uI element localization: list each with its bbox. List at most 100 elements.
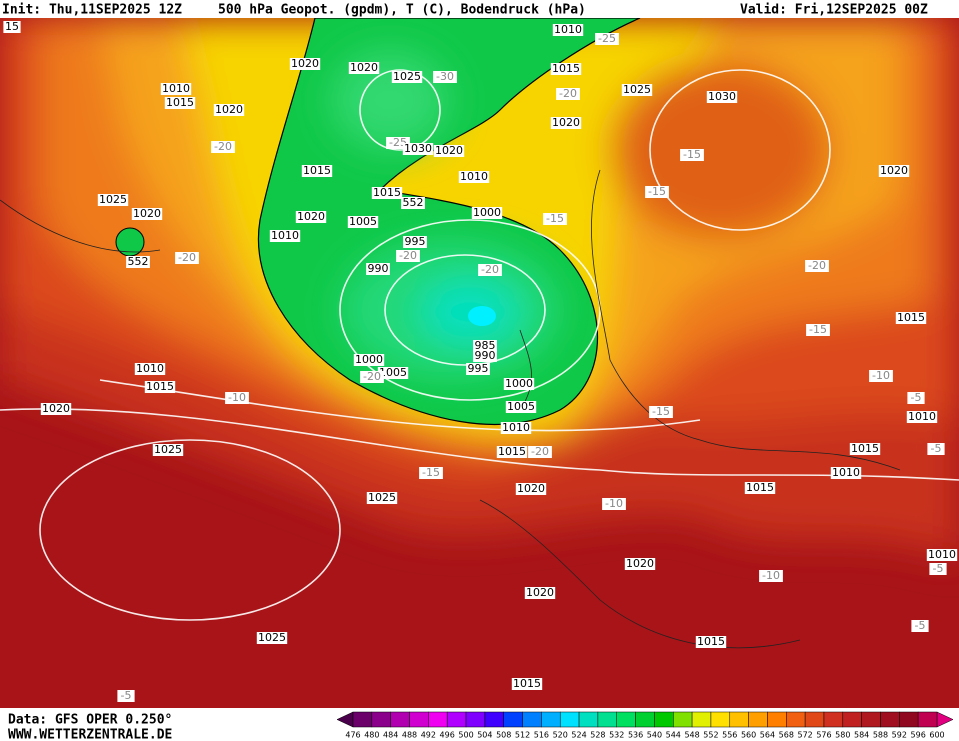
temperature-label: -5 (915, 619, 926, 632)
label-box (511, 678, 543, 690)
label-box (907, 392, 925, 404)
label-box (645, 186, 669, 198)
init-time: Init: Thu,11SEP2025 12Z (2, 3, 182, 18)
label-box (759, 570, 783, 582)
label-box (621, 84, 653, 96)
colorbar-label: 520 (553, 731, 568, 740)
temperature-label: -20 (363, 370, 381, 383)
colorbar-box (428, 711, 448, 728)
temperature-label: -15 (683, 148, 701, 161)
colorbar-label: 516 (534, 731, 549, 740)
isobar-label: 1010 (502, 421, 530, 434)
isobar-label: 1025 (258, 631, 286, 644)
temperature-label: -20 (399, 249, 417, 262)
isobar-label: 1015 (498, 445, 526, 458)
colorbar-label: 540 (647, 731, 662, 740)
isobar-label: 1010 (928, 548, 956, 561)
isobar-label: 1015 (166, 96, 194, 109)
temperature-label: -20 (178, 251, 196, 264)
temperature-label: -25 (598, 32, 616, 45)
isobar-label: 1020 (517, 482, 545, 495)
label-box (152, 444, 184, 456)
isobar-label: 1005 (507, 400, 535, 413)
temperature-label: -5 (121, 689, 132, 702)
label-box (466, 363, 490, 375)
isobar-label: 15 (5, 20, 19, 33)
isobar-label: 1020 (526, 586, 554, 599)
colorbar-box (390, 711, 410, 728)
label-box (849, 443, 881, 455)
label-box (289, 58, 321, 70)
map-title: 500 hPa Geopot. (gpdm), T (C), Bodendruc… (218, 3, 586, 18)
label-box (556, 88, 580, 100)
isobar-label: 1020 (552, 116, 580, 129)
colorbar-box (409, 711, 429, 728)
temperature-label: -30 (436, 70, 454, 83)
label-box (830, 467, 862, 479)
colorbar-box (465, 711, 486, 728)
colorbar-label: 560 (741, 731, 756, 740)
isobar-label: 1010 (832, 466, 860, 479)
isobar-label: 1015 (552, 62, 580, 75)
temperature-label: -5 (911, 391, 922, 404)
isobar-label: 1020 (133, 207, 161, 220)
isobar-label: 1025 (393, 70, 421, 83)
label-box (706, 91, 738, 103)
label-box (403, 236, 427, 248)
label-box (134, 363, 166, 375)
label-box (402, 143, 434, 155)
temperature-label: -5 (933, 562, 944, 575)
label-box (695, 636, 727, 648)
label-box (895, 312, 927, 324)
colorbar-box (729, 711, 749, 728)
label-box (419, 467, 443, 479)
colorbar-box (748, 711, 768, 728)
isobar-label: 1015 (303, 164, 331, 177)
label-box (806, 324, 830, 336)
isobar-label: 1015 (746, 481, 774, 494)
temperature-label: -10 (872, 369, 890, 382)
label-box (929, 563, 947, 575)
colorbar-label: 524 (571, 731, 586, 740)
label-box (353, 354, 385, 366)
label-box (528, 446, 552, 458)
label-box (433, 145, 465, 157)
colorbar-box (635, 711, 655, 728)
label-box (433, 71, 457, 83)
label-box (602, 498, 626, 510)
colorbar-label: 492 (421, 731, 436, 740)
label-box (649, 406, 673, 418)
colorbar-label: 496 (440, 731, 455, 740)
colorbar-label: 512 (515, 731, 530, 740)
isobar-label: 1010 (162, 82, 190, 95)
label-box (458, 171, 490, 183)
colorbar-box (842, 711, 862, 728)
temperature-label: -15 (652, 405, 670, 418)
colorbar-box (503, 711, 523, 728)
colorbar-box (691, 711, 712, 728)
label-box (595, 33, 619, 45)
label-box (878, 165, 910, 177)
colorbar-box (484, 711, 504, 728)
temperature-label: -20 (531, 445, 549, 458)
label-box (97, 194, 129, 206)
isobar-label: 1005 (379, 366, 407, 379)
isobar-label: 1015 (146, 380, 174, 393)
temperature-label: -15 (546, 212, 564, 225)
colorbar-box (861, 711, 881, 728)
colorbar-label: 544 (666, 731, 681, 740)
label-box (624, 558, 656, 570)
label-box (211, 141, 235, 153)
label-box (543, 213, 567, 225)
label-box (503, 378, 535, 390)
label-box (347, 216, 379, 228)
isobar-label: 1000 (505, 377, 533, 390)
colorbar-box (899, 711, 919, 728)
label-box (366, 492, 398, 504)
colorbar-label: 588 (873, 731, 888, 740)
label-box (911, 620, 929, 632)
label-box (478, 264, 502, 276)
temperature-label: -20 (559, 87, 577, 100)
label-box (927, 443, 945, 455)
temperature-label: -15 (648, 185, 666, 198)
